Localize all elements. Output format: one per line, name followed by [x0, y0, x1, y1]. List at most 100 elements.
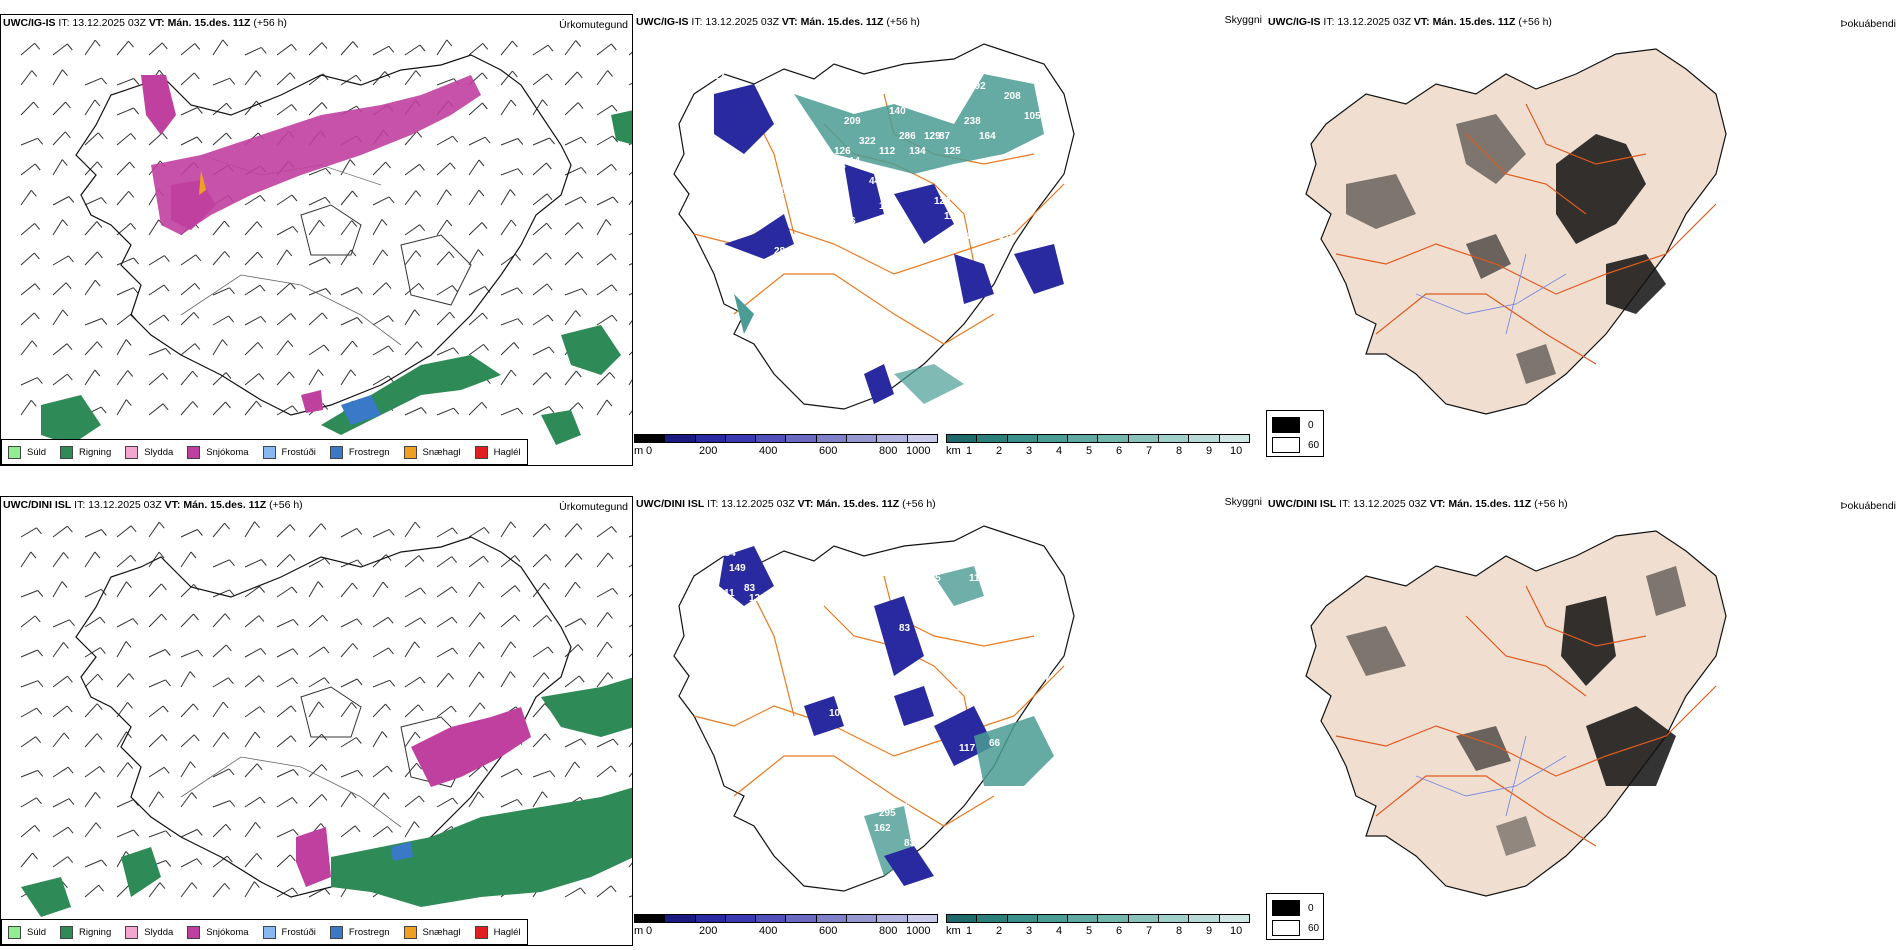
- wind-barb-flag: [34, 42, 41, 50]
- wind-barb-flag: [418, 283, 425, 290]
- wind-barb-flag: [161, 734, 168, 741]
- wind-barb-flag: [162, 705, 169, 713]
- wind-barb: [20, 163, 36, 176]
- wind-barb-flag: [130, 222, 137, 230]
- wind-barb: [500, 641, 512, 658]
- wind-barb-flag: [452, 797, 458, 805]
- wind-barb-flag: [609, 372, 616, 379]
- wind-barb-flag: [478, 581, 485, 589]
- wind-barb-flag: [419, 163, 425, 171]
- cloud-base-areas-bottom: [719, 546, 1054, 886]
- wind-barb: [596, 672, 609, 688]
- wind-barb: [340, 582, 353, 598]
- wind-barb-flag: [482, 312, 488, 320]
- wind-barb: [628, 82, 632, 86]
- wind-barb-flag: [515, 254, 521, 261]
- wind-barb: [468, 612, 481, 628]
- wind-barb: [436, 162, 451, 176]
- wind-barb-flag: [68, 255, 74, 263]
- wind-barb: [244, 675, 260, 688]
- tick: 9: [1206, 925, 1213, 937]
- wind-barb: [84, 99, 96, 116]
- wind-barb: [532, 791, 543, 808]
- wind-barb: [52, 552, 64, 568]
- wind-barb: [596, 587, 613, 598]
- wind-barb-flag: [386, 765, 393, 773]
- wind-barb: [532, 73, 548, 86]
- white-swatch: [1272, 437, 1300, 453]
- wind-barb: [468, 791, 480, 808]
- wind-barb-flag: [133, 107, 139, 115]
- wind-barb: [180, 343, 196, 356]
- wind-barb-flag: [517, 318, 524, 326]
- wind-barb-flag: [224, 882, 231, 890]
- wind-barb-flag: [224, 613, 231, 621]
- wind-barb-flag: [67, 525, 73, 533]
- legend-item: Haglél: [474, 925, 521, 939]
- wind-barb: [180, 401, 194, 416]
- cloud-base-value: 831: [904, 838, 921, 849]
- wind-barb: [20, 551, 32, 568]
- wind-barb: [52, 309, 64, 326]
- cloud-base-value: 188: [879, 778, 896, 789]
- wind-barb: [468, 526, 485, 538]
- wind-barb-flag: [222, 339, 228, 346]
- wind-barb-flag: [163, 314, 170, 322]
- wind-barb: [244, 615, 260, 628]
- wind-barb: [500, 219, 512, 236]
- wind-barb: [436, 647, 453, 658]
- wind-barb: [52, 282, 67, 296]
- wind-barb-flag: [37, 137, 44, 145]
- hail-swatch: [474, 445, 488, 459]
- wind-barb-flag: [96, 221, 103, 228]
- wind-barb: [276, 618, 294, 628]
- tick: 800: [879, 445, 898, 457]
- cloud-base-value: 20: [874, 286, 886, 297]
- wind-barb: [20, 312, 35, 326]
- tick: 0: [646, 445, 653, 457]
- wind-barb-flag: [352, 41, 359, 48]
- km-color-boxes: [946, 914, 1250, 923]
- wind-barb: [276, 371, 290, 386]
- wind-barb: [404, 309, 416, 326]
- wind-barb: [212, 77, 230, 86]
- cloud-base-value: 3: [819, 316, 825, 327]
- wind-barb: [180, 312, 195, 326]
- wind-barb-flag: [580, 136, 587, 144]
- wind-barb-flag: [606, 641, 613, 649]
- wind-barb-flag: [574, 761, 581, 769]
- wind-barb-flag: [96, 703, 103, 711]
- wind-barb-flag: [357, 287, 363, 294]
- wind-barb-flag: [193, 72, 200, 80]
- wind-barb-flag: [130, 133, 137, 140]
- wind-barb: [564, 644, 579, 658]
- wind-barb-flag: [612, 196, 619, 204]
- wind-barb-flag: [547, 44, 554, 52]
- wind-barb: [340, 287, 358, 296]
- wind-barb: [212, 589, 230, 598]
- wind-barb: [564, 618, 582, 628]
- wind-barb: [404, 555, 420, 568]
- wind-barb-flag: [416, 131, 423, 138]
- wind-barb-flag: [355, 74, 362, 82]
- wind-barb-flag: [610, 885, 617, 893]
- wind-barb: [276, 282, 291, 296]
- wind-barb: [564, 553, 578, 568]
- cloud-base-value: 129: [849, 261, 866, 272]
- wind-barb: [468, 642, 480, 658]
- wind-barb-flag: [97, 132, 104, 140]
- wind-barb-flag: [612, 738, 619, 746]
- wind-barb: [628, 232, 632, 236]
- wind-barb: [148, 882, 161, 898]
- wind-barb-flag: [580, 196, 587, 204]
- legend-label: Rigning: [79, 926, 112, 938]
- wind-barb: [596, 253, 612, 266]
- wind-barb-flag: [452, 135, 459, 143]
- wind-barb-flag: [129, 161, 135, 169]
- wind-barb-flag: [37, 649, 43, 657]
- wind-barb: [404, 731, 416, 748]
- wind-barb-flag: [100, 647, 106, 654]
- tick: 5: [1086, 925, 1093, 937]
- wind-barb: [628, 379, 632, 386]
- wind-barb: [276, 225, 294, 236]
